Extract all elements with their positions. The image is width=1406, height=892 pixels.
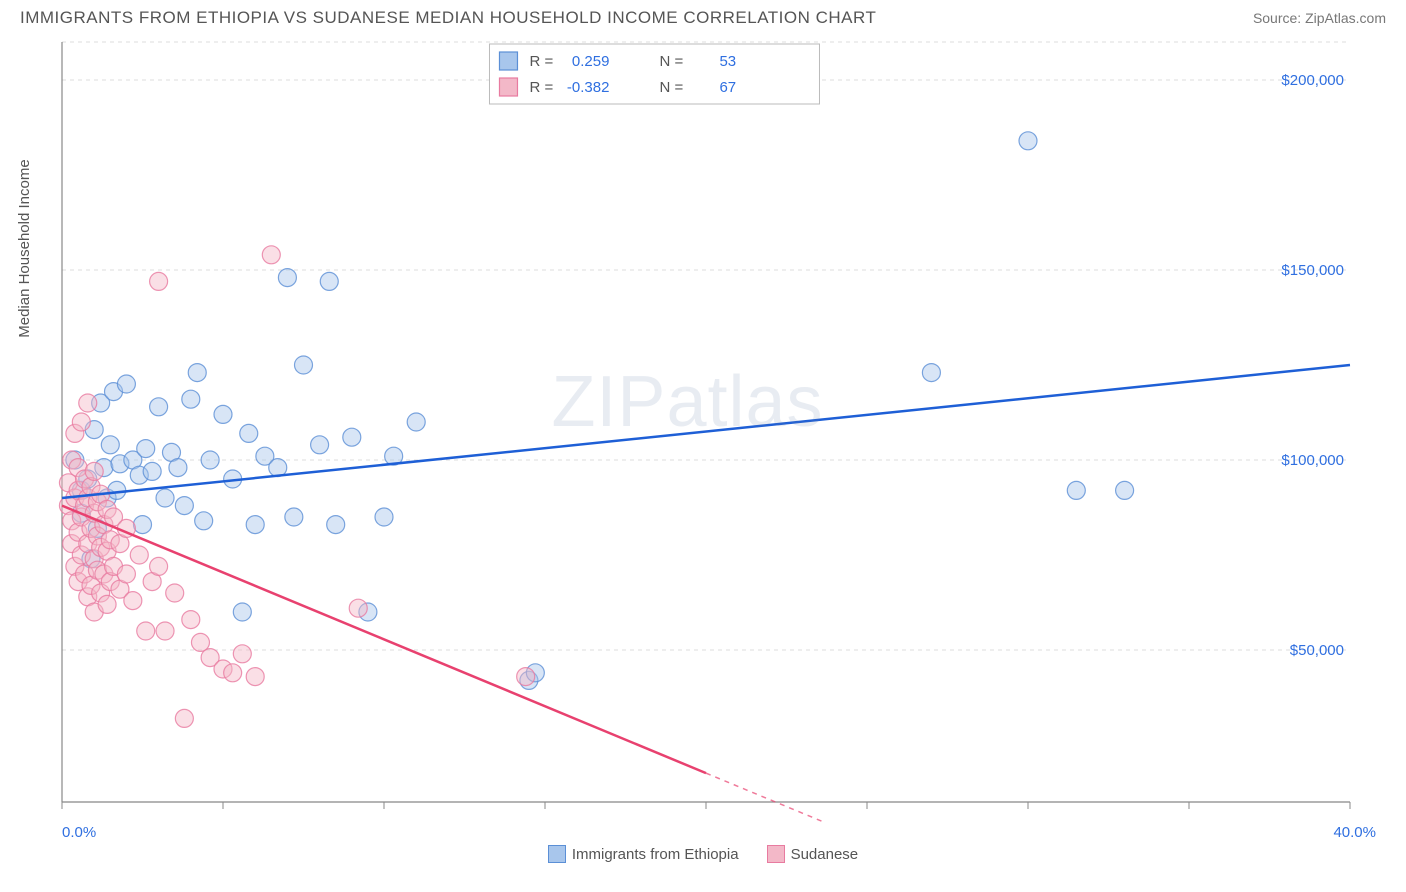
svg-text:67: 67 <box>719 79 736 96</box>
svg-text:-0.382: -0.382 <box>567 79 610 96</box>
x-axis-end-labels: 0.0% 40.0% <box>62 824 1376 841</box>
legend-swatch <box>548 845 566 863</box>
legend-label: Immigrants from Ethiopia <box>572 846 739 863</box>
svg-text:N =: N = <box>659 79 683 96</box>
y-axis-title: Median Household Income <box>16 159 33 337</box>
svg-text:$200,000: $200,000 <box>1281 72 1344 89</box>
svg-text:0.259: 0.259 <box>572 53 610 70</box>
svg-text:R =: R = <box>529 53 553 70</box>
svg-text:53: 53 <box>719 53 736 70</box>
svg-text:R =: R = <box>529 79 553 96</box>
chart-container: Median Household Income $50,000$100,000$… <box>20 32 1386 822</box>
source-link[interactable]: ZipAtlas.com <box>1305 10 1386 26</box>
legend-bottom: Immigrants from Ethiopia Sudanese <box>0 845 1406 863</box>
svg-text:$50,000: $50,000 <box>1290 642 1344 659</box>
x-axis-min-label: 0.0% <box>62 824 96 841</box>
legend-label: Sudanese <box>791 846 859 863</box>
x-axis-max-label: 40.0% <box>1333 824 1376 841</box>
chart-source: Source: ZipAtlas.com <box>1253 10 1386 26</box>
svg-text:$150,000: $150,000 <box>1281 262 1344 279</box>
svg-text:N =: N = <box>659 53 683 70</box>
svg-text:$100,000: $100,000 <box>1281 452 1344 469</box>
correlation-chart: $50,000 $100,000 $150,000 $200,000 R = 0.259 N… <box>20 32 1360 822</box>
chart-header: IMMIGRANTS FROM ETHIOPIA VS SUDANESE MED… <box>0 0 1406 32</box>
legend-item: Sudanese <box>767 845 859 863</box>
legend-item: Immigrants from Ethiopia <box>548 845 739 863</box>
source-prefix: Source: <box>1253 10 1301 26</box>
legend-swatch <box>767 845 785 863</box>
chart-title: IMMIGRANTS FROM ETHIOPIA VS SUDANESE MED… <box>20 8 876 28</box>
